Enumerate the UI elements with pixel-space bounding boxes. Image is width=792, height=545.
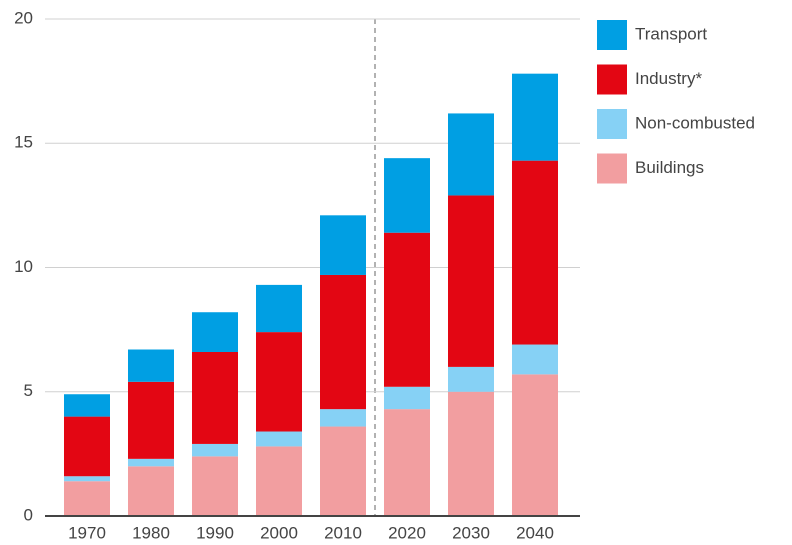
bar-segment <box>192 443 238 457</box>
x-tick-label: 2030 <box>452 523 490 542</box>
legend-label: Industry* <box>635 69 702 88</box>
x-tick-label: 2040 <box>516 523 554 542</box>
bar-segment <box>256 284 302 333</box>
legend-label: Buildings <box>635 158 704 177</box>
bar-segment <box>448 113 494 196</box>
y-tick-label: 15 <box>14 133 33 152</box>
legend-swatch <box>597 64 627 95</box>
x-tick-label: 2020 <box>388 523 426 542</box>
legend-label: Non-combusted <box>635 113 755 132</box>
bar-segment <box>64 476 110 482</box>
y-tick-label: 20 <box>14 8 33 27</box>
bar-segment <box>384 409 430 516</box>
bar-segment <box>448 195 494 367</box>
bar-segment <box>256 332 302 432</box>
bar-segment <box>128 349 174 382</box>
legend-swatch <box>597 109 627 139</box>
bar-segment <box>192 351 238 444</box>
bar-segment <box>64 394 110 417</box>
legend-label: Transport <box>635 24 707 43</box>
y-tick-label: 5 <box>24 381 33 400</box>
legend-swatch <box>597 20 627 50</box>
y-tick-label: 0 <box>24 505 33 524</box>
legend-swatch <box>597 153 627 184</box>
x-tick-label: 1970 <box>68 523 106 542</box>
bar-segment <box>192 456 238 516</box>
y-tick-label: 10 <box>14 257 33 276</box>
bar-segment <box>128 458 174 467</box>
bar-segment <box>512 160 558 345</box>
bar-segment <box>384 158 430 233</box>
bar-segment <box>320 426 366 516</box>
bar-segment <box>256 431 302 447</box>
bar-segment <box>320 409 366 427</box>
bar-segment <box>320 274 366 410</box>
bar-segment <box>448 391 494 516</box>
bar-segment <box>320 215 366 275</box>
x-tick-label: 1990 <box>196 523 234 542</box>
x-tick-label: 2000 <box>260 523 298 542</box>
bar-segment <box>128 466 174 516</box>
bar-segment <box>512 344 558 375</box>
bar-segment <box>512 73 558 161</box>
bar-segment <box>384 386 430 410</box>
bar-segment <box>512 374 558 516</box>
bar-segment <box>64 416 110 477</box>
x-tick-label: 2010 <box>324 523 362 542</box>
bar-segment <box>192 312 238 352</box>
bar-segment <box>64 481 110 516</box>
bar-segment <box>128 381 174 459</box>
bar-segment <box>384 232 430 387</box>
x-tick-label: 1980 <box>132 523 170 542</box>
bar-segment <box>448 366 494 392</box>
bar-segment <box>256 446 302 516</box>
